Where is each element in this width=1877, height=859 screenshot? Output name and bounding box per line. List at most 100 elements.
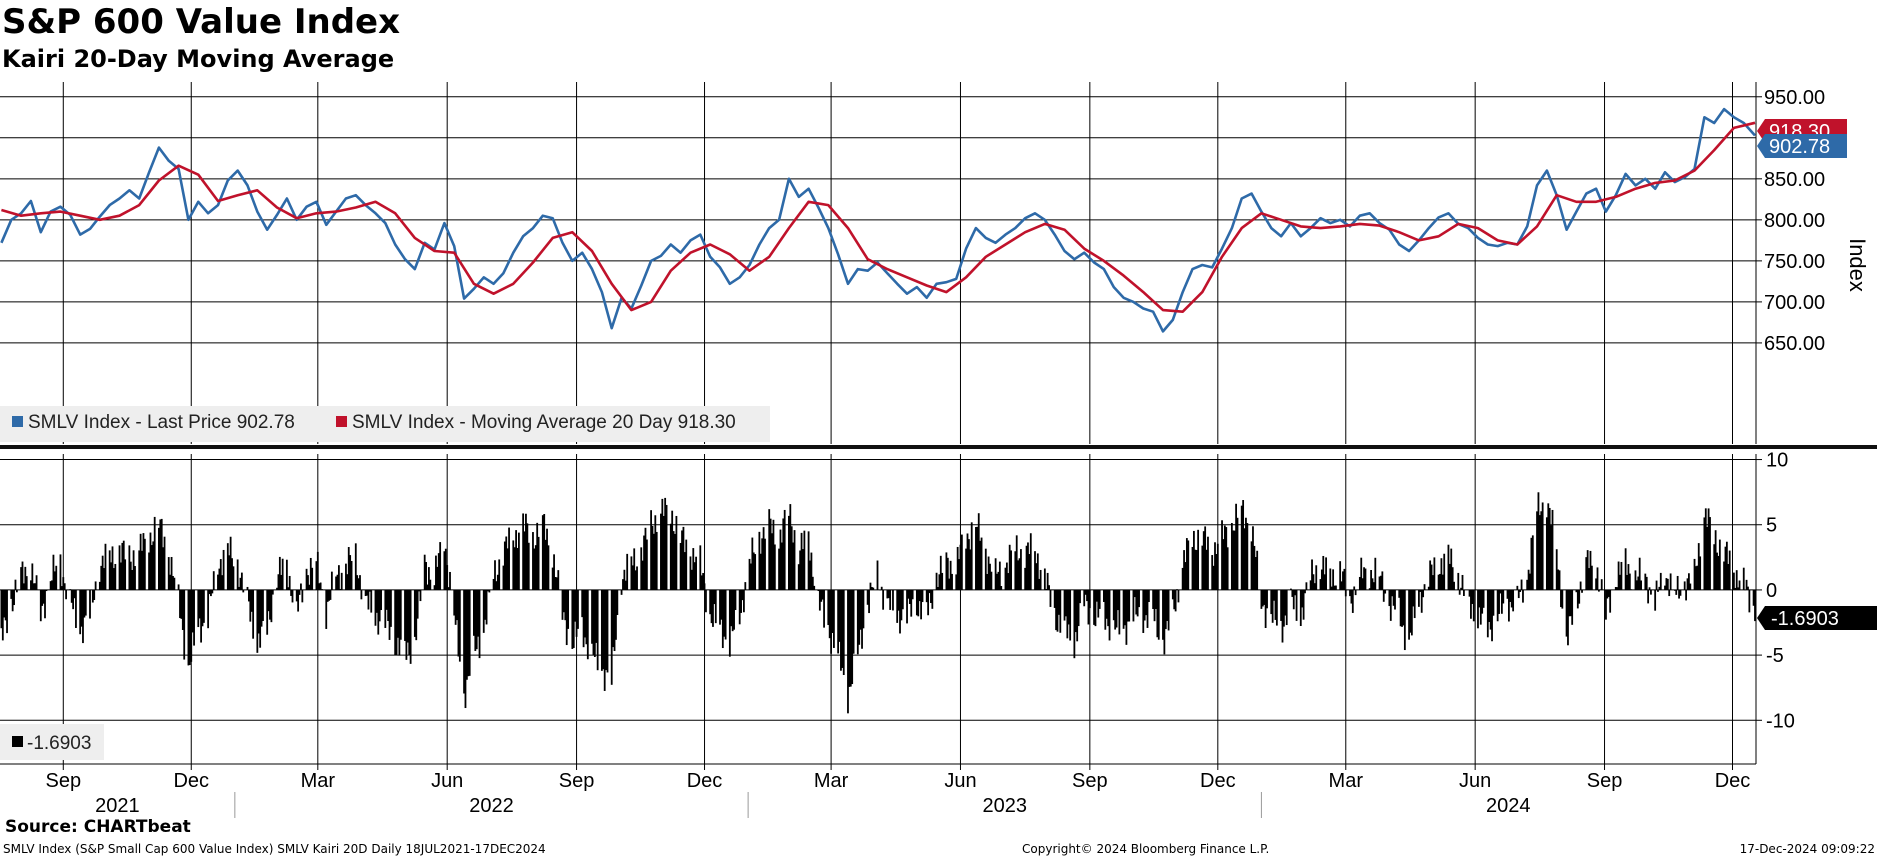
kairi-bar [111, 546, 114, 590]
kairi-bar [1645, 576, 1648, 590]
kairi-bar [728, 589, 731, 657]
kairi-bar [596, 589, 599, 671]
kairi-bar [1499, 589, 1502, 594]
kairi-bar [1105, 589, 1108, 619]
kairi-bar [1394, 589, 1396, 610]
kairi-bar [994, 558, 997, 590]
kairi-bar [492, 578, 495, 590]
kairi-bar [231, 558, 233, 590]
kairi-bar [1112, 589, 1115, 621]
kairi-bar [1686, 578, 1689, 590]
kairi-bar [1053, 589, 1056, 608]
kairi-bar [527, 542, 530, 590]
kairi-bar [408, 589, 411, 656]
kairi-bar [250, 589, 253, 612]
kairi-ytick-label: 0 [1766, 580, 1777, 602]
kairi-bar [1548, 507, 1551, 590]
kairi-bar [1204, 526, 1207, 590]
kairi-bar [630, 556, 633, 590]
kairi-bar [1596, 567, 1599, 590]
kairi-bar [584, 589, 586, 638]
kairi-bar [1104, 589, 1107, 630]
kairi-bar [788, 515, 790, 590]
kairi-bar [1145, 589, 1147, 616]
kairi-ytick-label: 10 [1766, 450, 1788, 472]
kairi-bar [1193, 530, 1195, 590]
kairi-bar [1184, 562, 1187, 590]
kairi-bar [1571, 589, 1574, 625]
kairi-bar [975, 527, 977, 590]
kairi-bar [870, 587, 873, 590]
kairi-bar [1087, 589, 1090, 625]
kairi-bar [738, 589, 741, 625]
kairi-bar [631, 565, 634, 590]
kairi-bar [1569, 589, 1572, 617]
kairi-bar [406, 589, 409, 643]
kairi-bar [449, 571, 451, 590]
kairi-bar [128, 545, 131, 590]
kairi-bar [468, 589, 471, 676]
kairi-bar [1232, 530, 1235, 590]
kairi-bar [426, 584, 429, 590]
kairi-bar [122, 540, 125, 590]
kairi-bar [141, 550, 143, 590]
kairi-bar [1723, 561, 1725, 590]
kairi-bar [1240, 505, 1243, 590]
kairi-bar [83, 589, 86, 618]
kairi-bar [1693, 558, 1696, 590]
kairi-bar [1115, 589, 1118, 628]
kairi-bar [1107, 589, 1110, 627]
kairi-bar [14, 579, 17, 590]
x-tick-label: Dec [1200, 770, 1236, 792]
kairi-bar [277, 574, 280, 590]
kairi-bar [44, 589, 46, 619]
kairi-bar [1177, 589, 1180, 603]
kairi-bar [63, 583, 66, 590]
kairi-bar [1046, 572, 1049, 590]
kairi-bar [1561, 589, 1564, 609]
x-tick-label: Jun [944, 770, 976, 792]
kairi-bar [1599, 589, 1602, 590]
kairi-bar [1114, 589, 1117, 630]
kairi-bar [1738, 580, 1741, 590]
kairi-bar [167, 557, 170, 590]
kairi-bar [555, 577, 558, 590]
kairi-bar [537, 536, 540, 590]
kairi-bar [1342, 571, 1344, 590]
kairi-bar [1253, 545, 1256, 590]
kairi-bar [821, 589, 824, 600]
kairi-bar [413, 589, 416, 637]
kairi-bar [606, 589, 609, 673]
kairi-bar [79, 589, 82, 635]
kairi-bar [1171, 589, 1174, 600]
kairi-bar [1516, 585, 1519, 590]
kairi-bar [1531, 535, 1534, 590]
kairi-bar [1246, 523, 1249, 590]
kairi-bar [429, 579, 432, 590]
kairi-bar [810, 552, 813, 590]
kairi-bar [1322, 555, 1325, 590]
kairi-bar [921, 589, 924, 603]
kairi-bar [852, 589, 855, 654]
kairi-bar [605, 589, 607, 671]
price-y-axis-title: Index [1845, 238, 1870, 292]
kairi-bar [10, 589, 13, 599]
kairi-bar [1530, 537, 1533, 590]
kairi-bar [672, 531, 675, 590]
kairi-bar [1590, 565, 1593, 590]
kairi-bar [1600, 579, 1603, 590]
kairi-bar [900, 589, 903, 621]
kairi-bar [1010, 550, 1012, 590]
kairi-bar [1565, 589, 1568, 637]
kairi-bar [1399, 589, 1402, 627]
kairi-bar [662, 515, 665, 590]
x-tick-label: Dec [173, 770, 209, 792]
kairi-last-value-tag [1757, 606, 1877, 630]
kairi-bar [60, 586, 63, 590]
kairi-bar [307, 575, 309, 590]
kairi-bar [838, 589, 841, 642]
kairi-bar [375, 589, 378, 613]
kairi-bar [623, 569, 626, 590]
kairi-bar [338, 565, 340, 590]
kairi-bar [911, 589, 914, 600]
